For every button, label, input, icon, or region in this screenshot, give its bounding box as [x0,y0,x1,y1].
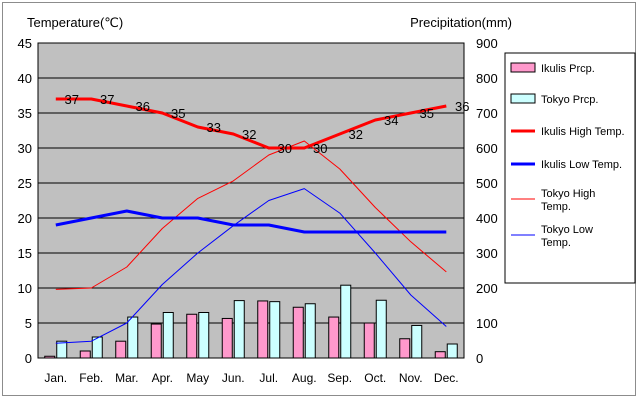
tokyo-precip-bar [411,324,423,359]
tokyo-precip-bar [91,336,103,359]
x-tick-label: Oct. [364,371,386,385]
plot-area [37,42,465,359]
high-temp-data-label: 37 [65,92,79,107]
x-tick-label: Aug. [292,371,317,385]
left-tick-label: 35 [18,106,32,121]
ikulis-precip-bar [115,340,127,359]
right-tick-label: 700 [476,106,498,121]
right-axis-label: Precipitation(mm) [410,15,512,30]
legend-ikulis-precip-label: Ikulis Prcp. [541,63,595,75]
x-tick-label: Jul. [259,371,278,385]
legend-ikulis-precip-swatch [510,62,536,73]
left-tick-label: 5 [25,316,32,331]
legend-tokyo-precip-swatch [510,93,536,104]
tokyo-high-temp-line [55,140,447,290]
right-tick-label: 0 [476,351,483,366]
left-tick-label: 40 [18,71,32,86]
legend-ikulis-low-label: Ikulis Low Temp. [541,159,622,171]
right-tick-label: 400 [476,211,498,226]
legend-ikulis-high-label: Ikulis High Temp. [541,126,625,138]
high-temp-data-label: 35 [171,106,185,121]
ikulis-precip-bar [186,313,198,359]
high-temp-data-label: 30 [278,141,292,156]
legend: Ikulis Prcp. Tokyo Prcp. Ikulis High Temp.… [504,52,636,284]
left-tick-label: 15 [18,246,32,261]
left-tick-label: 30 [18,141,32,156]
ikulis-precip-bar [221,317,233,359]
left-tick-label: 45 [18,36,32,51]
x-axis-ticks: Jan. Feb. Mar. Apr. May Jun. Jul. Aug. Sep. Oct. N… [44,371,458,385]
climate-chart: Temperature(℃) Precipitation(mm) 0 5 10 15 2… [18,15,636,385]
high-temp-data-label: 33 [207,120,221,135]
tokyo-precip-bar [198,312,210,359]
left-axis-label: Temperature(℃) [27,15,123,30]
left-axis-ticks: 0 5 10 15 20 25 30 35 40 45 [18,36,32,366]
left-tick-label: 0 [25,351,32,366]
x-tick-label: Sep. [327,371,352,385]
right-tick-label: 800 [476,71,498,86]
ikulis-high-temp-line [55,97,447,150]
x-tick-label: Feb. [79,371,103,385]
tokyo-precip-bar [233,300,245,359]
x-tick-label: Mar. [115,371,138,385]
tokyo-precip-bar [446,343,458,359]
x-tick-label: Nov. [399,371,423,385]
x-tick-label: May [186,371,209,385]
legend-tokyo-low-label: Tokyo Low Temp. [541,224,593,249]
ikulis-low-temp-line [55,209,447,234]
x-tick-label: Jun. [222,371,245,385]
legend-tokyo-precip-label: Tokyo Prcp. [541,94,598,106]
ikulis-precip-bar [44,355,56,359]
chart-frame: Temperature(℃) Precipitation(mm) 0 5 10 15 2… [2,2,636,396]
lines [55,97,447,344]
bars [44,284,458,359]
x-tick-label: Jan. [44,371,67,385]
high-temp-data-label: 37 [100,92,114,107]
ikulis-precip-bar [328,316,340,359]
left-tick-label: 10 [18,281,32,296]
ikulis-precip-bar [292,306,304,359]
high-temp-data-label: 32 [349,127,363,142]
ikulis-precip-bar [257,300,269,359]
right-tick-label: 500 [476,176,498,191]
left-tick-label: 25 [18,176,32,191]
tokyo-precip-bar [127,316,139,359]
right-tick-label: 600 [476,141,498,156]
tokyo-precip-bar [269,301,281,359]
high-temp-data-label: 36 [136,99,150,114]
ikulis-precip-bar [79,350,91,359]
tokyo-precip-bar [375,299,387,359]
left-tick-label: 20 [18,211,32,226]
tokyo-precip-bar [56,340,68,359]
tokyo-low-temp-line [55,188,447,344]
grid-lines [38,77,464,324]
ikulis-precip-bar [399,338,411,359]
high-temp-data-label: 35 [420,106,434,121]
ikulis-precip-bar [150,323,162,359]
tokyo-precip-bar [304,303,316,359]
data-labels: 37 37 36 35 33 32 30 30 32 34 35 36 [65,92,470,156]
tokyo-precip-bar [340,284,352,359]
right-tick-label: 300 [476,246,498,261]
right-tick-label: 200 [476,281,498,296]
right-tick-label: 100 [476,316,498,331]
right-axis-ticks: 0 100 200 300 400 500 600 700 800 900 [476,36,498,366]
ikulis-precip-bar [363,322,375,359]
x-tick-label: Dec. [434,371,459,385]
tokyo-precip-bar [162,312,174,359]
high-temp-data-label: 30 [313,141,327,156]
high-temp-data-label: 36 [455,99,469,114]
legend-tokyo-high-label: Tokyo High Temp. [541,188,595,213]
legend-box [504,52,636,284]
high-temp-data-label: 32 [242,127,256,142]
high-temp-data-label: 34 [384,113,398,128]
x-tick-label: Apr. [152,371,173,385]
ikulis-precip-bar [434,351,446,359]
right-tick-label: 900 [476,36,498,51]
